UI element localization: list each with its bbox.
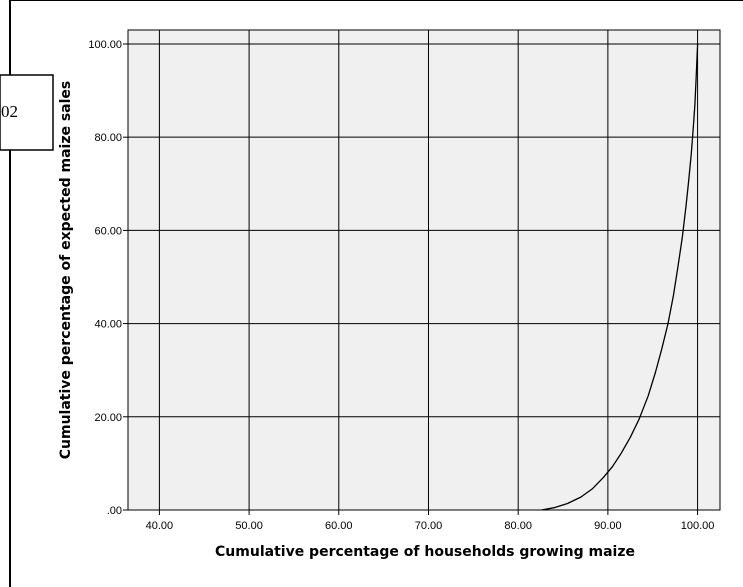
- gridlines: [128, 30, 720, 511]
- x-tick-label: 50.00: [235, 520, 263, 532]
- figure-tag: 02: [1, 102, 18, 121]
- y-axis-ticks: .00 20.00 40.00 60.00 80.00 100.00: [88, 39, 128, 517]
- y-tick-label: 80.00: [94, 132, 122, 144]
- y-tick-label: 60.00: [94, 225, 122, 237]
- y-tick-label: 100.00: [88, 39, 122, 51]
- x-tick-label: 100.00: [681, 520, 715, 532]
- x-tick-label: 40.00: [146, 520, 174, 532]
- x-axis-ticks: 40.00 50.00 60.00 70.00 80.00 90.00 100.00: [146, 510, 715, 532]
- series-layer: [541, 43, 699, 511]
- y-tick-label: .00: [107, 505, 122, 517]
- y-tick-label: 40.00: [94, 319, 122, 331]
- x-tick-label: 60.00: [325, 520, 353, 532]
- x-axis-title: Cumulative percentage of households grow…: [215, 544, 635, 560]
- series-line: [541, 43, 699, 511]
- x-tick-label: 90.00: [594, 520, 622, 532]
- figure-tag-box: [0, 74, 54, 151]
- y-tick-label: 20.00: [94, 412, 122, 424]
- x-tick-label: 80.00: [504, 520, 532, 532]
- x-tick-label: 70.00: [415, 520, 443, 532]
- plot-background: [128, 30, 720, 510]
- y-axis-title: Cumulative percentage of expected maize …: [58, 81, 74, 460]
- plot-border: [127, 29, 721, 511]
